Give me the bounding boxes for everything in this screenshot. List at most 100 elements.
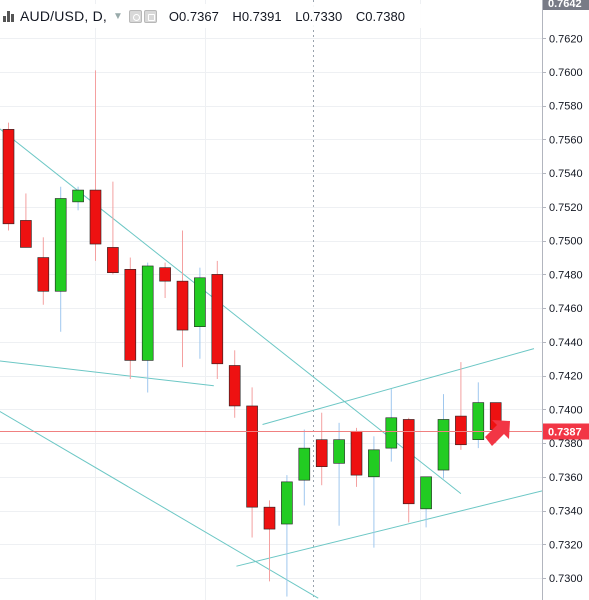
candle — [2, 122, 15, 231]
candle — [281, 475, 293, 597]
tick-label: 0.7300 — [549, 573, 583, 585]
candle-body — [159, 267, 171, 282]
settings-icon[interactable] — [143, 9, 157, 23]
candle — [20, 193, 32, 248]
candle — [437, 394, 450, 479]
tick-label: 0.7540 — [549, 168, 583, 180]
low-value: 0.7330 — [302, 8, 343, 24]
trendline — [0, 410, 319, 599]
tick-label: 0.7360 — [549, 472, 583, 484]
candle-body — [124, 269, 137, 361]
candle-body — [246, 405, 258, 508]
candle-body — [263, 506, 276, 530]
tick-label: 0.7620 — [549, 33, 583, 45]
candle-body — [89, 189, 102, 245]
candle — [159, 262, 171, 299]
ohlc-values: O0.7367 H0.7391 L0.7330 C0.7380 — [169, 9, 415, 24]
candle-body — [385, 417, 398, 449]
tick-label: 0.7600 — [549, 67, 583, 79]
price-label-box — [543, 423, 589, 440]
price-axis[interactable]: 0.7300 0.7320 0.7340 0.7360 0.7380 0.7400 0.74… — [542, 0, 589, 600]
candle — [228, 350, 241, 418]
candle — [455, 362, 467, 450]
tick-label: 0.7440 — [549, 337, 583, 349]
tick-label: 0.7460 — [549, 303, 583, 315]
tick-label: 0.7560 — [549, 134, 583, 146]
arrow-annotation[interactable] — [485, 420, 510, 446]
candle-body — [176, 280, 189, 331]
trendline — [262, 348, 535, 425]
chart-header: AUD/USD, D, ▼ O0.7367 H0.7391 L0.7330 C0… — [0, 4, 421, 28]
tick-label: 0.7500 — [549, 236, 583, 248]
candle — [402, 417, 415, 523]
candle-body — [141, 265, 154, 361]
visibility-icon[interactable] — [128, 9, 142, 23]
close-value: 0.7380 — [365, 8, 405, 24]
price-label: 0.7387 — [548, 427, 582, 439]
low-key: L — [295, 8, 303, 24]
top-label: 0.7642 — [548, 0, 582, 10]
tick-label: 0.7520 — [549, 202, 583, 214]
tick-label: 0.7340 — [549, 506, 583, 518]
candle — [107, 181, 119, 275]
candle — [263, 500, 276, 582]
high-key: H — [232, 8, 242, 24]
candle — [368, 436, 380, 548]
candles[interactable] — [2, 70, 502, 597]
candle-body — [72, 189, 84, 203]
candle — [420, 476, 432, 528]
open-value: 0.7367 — [179, 8, 219, 24]
candle-body — [333, 439, 345, 464]
close-key: C — [355, 8, 366, 24]
candle-body — [298, 447, 311, 481]
candle-body — [228, 365, 241, 407]
candle — [211, 260, 224, 379]
candle-body — [54, 198, 67, 292]
candle-body — [472, 402, 485, 440]
candle — [124, 257, 137, 379]
candle-body — [420, 476, 432, 510]
candle — [315, 412, 328, 486]
candle — [54, 186, 67, 332]
open-key: O — [168, 8, 180, 24]
tick-label: 0.7320 — [549, 539, 583, 551]
tick-label: 0.7580 — [549, 101, 583, 113]
chevron-down-icon[interactable]: ▼ — [113, 10, 123, 22]
candle — [333, 422, 345, 526]
arrow-up-right-icon — [485, 420, 510, 446]
candle — [72, 186, 84, 211]
candle-body — [368, 449, 380, 478]
candle-body — [211, 274, 224, 365]
axis-background — [542, 0, 589, 600]
candle-body — [350, 430, 363, 476]
candle — [176, 230, 189, 368]
candle — [89, 70, 102, 261]
trendline — [0, 360, 214, 387]
candle-body — [194, 277, 206, 327]
trendlines[interactable] — [0, 67, 552, 599]
candle-body — [107, 247, 119, 274]
high-value: 0.7391 — [241, 8, 282, 24]
symbol-title[interactable]: AUD/USD, D, — [20, 8, 107, 24]
candle — [141, 262, 154, 393]
candle — [37, 237, 50, 305]
candle — [472, 382, 485, 449]
candle-body — [2, 129, 15, 225]
candle-body — [20, 220, 32, 248]
trendline — [236, 488, 552, 567]
candle — [194, 267, 206, 359]
candle — [246, 387, 258, 538]
candle-body — [37, 257, 50, 292]
bars-icon[interactable] — [2, 9, 16, 23]
candle — [298, 429, 311, 506]
candle-body — [281, 481, 293, 525]
tick-label: 0.7420 — [549, 371, 583, 383]
top-label-box — [543, 0, 589, 10]
candle — [350, 427, 363, 487]
candle-body — [455, 415, 467, 446]
candle — [385, 389, 398, 462]
candle-body — [402, 419, 415, 505]
tick-label: 0.7400 — [549, 404, 583, 416]
